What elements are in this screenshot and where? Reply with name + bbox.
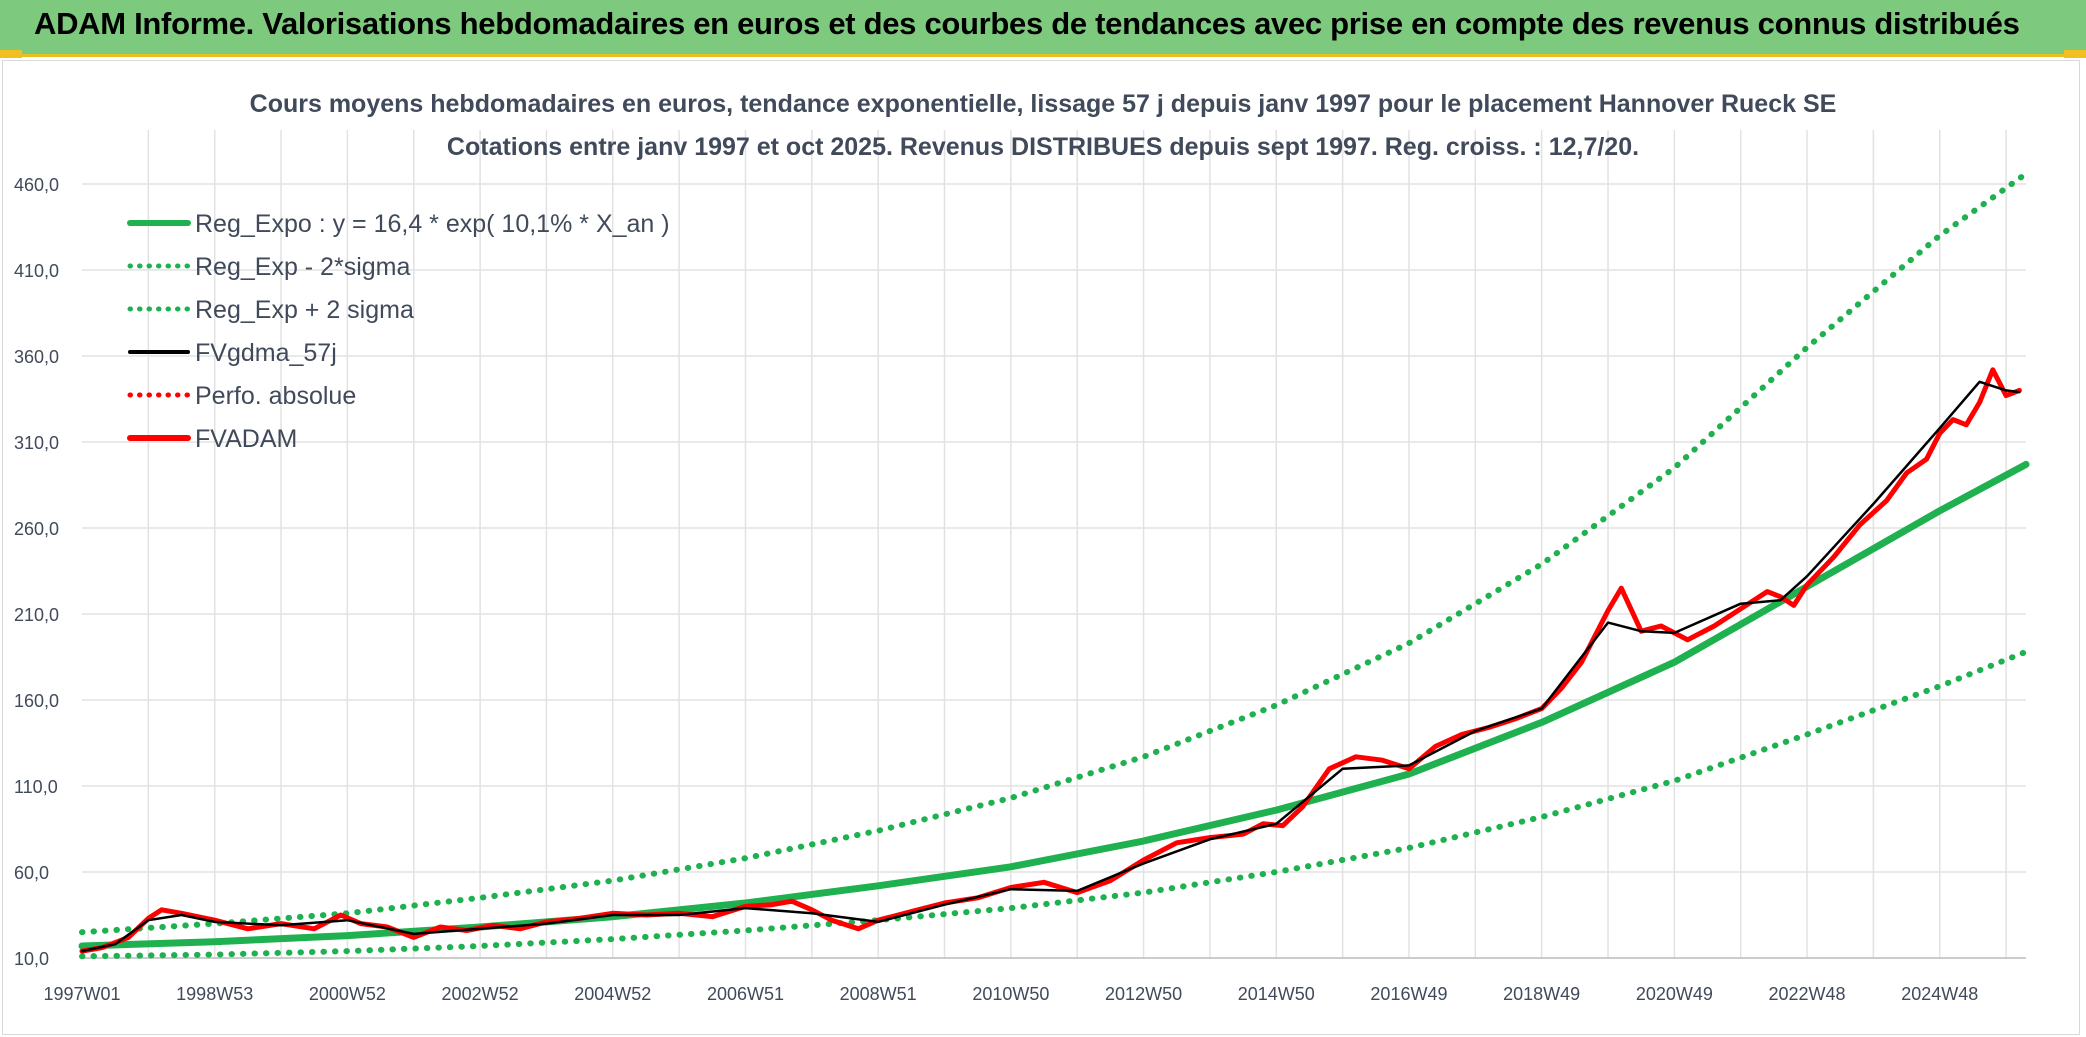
banner-accent-right: [2064, 50, 2086, 58]
series-reg-exp-minus-2sigma: [79, 648, 2029, 960]
y-tick-label: 260,0: [14, 519, 59, 539]
x-axis-ticks: 1997W01 1998W53 2000W52 2002W52 2004W52 2006W…: [43, 984, 1978, 1004]
y-tick-label: 160,0: [14, 691, 59, 711]
chart-title-line2: Cotations entre janv 1997 et oct 2025. R…: [447, 133, 1639, 161]
series-reg-expo: [78, 460, 2030, 950]
gridlines: [82, 130, 2026, 959]
y-axis-ticks: 10,0 60,0 110,0 160,0 210,0 260,0 310,0 360,0 41…: [14, 175, 59, 969]
legend-label: Reg_Expo : y = 16,4 * exp( 10,1% * X_an …: [195, 210, 670, 238]
x-tick-label: 2012W50: [1105, 984, 1182, 1004]
x-tick-label: 1997W01: [43, 984, 120, 1004]
x-tick-label: 2010W50: [972, 984, 1049, 1004]
x-tick-label: 2022W48: [1769, 984, 1846, 1004]
x-tick-label: 2004W52: [574, 984, 651, 1004]
legend-label: FVgdma_57j: [195, 339, 337, 367]
y-tick-label: 410,0: [14, 261, 59, 281]
x-tick-label: 2016W49: [1370, 984, 1447, 1004]
legend-label: Reg_Exp - 2*sigma: [195, 253, 410, 281]
legend-label: Perfo. absolue: [195, 382, 356, 410]
y-tick-label: 60,0: [14, 863, 49, 883]
series-layer: [78, 170, 2030, 960]
x-tick-label: 2018W49: [1503, 984, 1580, 1004]
report-title: ADAM Informe. Valorisations hebdomadaire…: [34, 6, 2020, 41]
series-reg-exp-plus-2sigma: [79, 170, 2029, 936]
legend-label: FVADAM: [195, 425, 297, 453]
x-tick-label: 1998W53: [176, 984, 253, 1004]
chart-frame: [2, 60, 2080, 1035]
y-tick-label: 360,0: [14, 347, 59, 367]
x-tick-label: 2020W49: [1636, 984, 1713, 1004]
x-tick-label: 2002W52: [442, 984, 519, 1004]
y-tick-label: 210,0: [14, 605, 59, 625]
chart-title-line1: Cours moyens hebdomadaires en euros, ten…: [250, 90, 1837, 118]
x-tick-label: 2024W48: [1901, 984, 1978, 1004]
series-fvgdma-57j: [80, 380, 2021, 953]
x-tick-label: 2006W51: [707, 984, 784, 1004]
x-tick-label: 2000W52: [309, 984, 386, 1004]
banner-accent-left: [0, 50, 22, 58]
series-fvadam: [79, 367, 2022, 954]
legend-label: Reg_Exp + 2 sigma: [195, 296, 414, 324]
x-tick-label: 2008W51: [840, 984, 917, 1004]
x-tick-label: 2014W50: [1238, 984, 1315, 1004]
report-banner: ADAM Informe. Valorisations hebdomadaire…: [0, 0, 2086, 57]
legend: Reg_Expo : y = 16,4 * exp( 10,1% * X_an …: [127, 210, 670, 453]
y-tick-label: 460,0: [14, 175, 59, 195]
y-tick-label: 110,0: [14, 777, 58, 797]
y-tick-label: 310,0: [14, 433, 59, 453]
y-tick-label: 10,0: [14, 949, 49, 969]
